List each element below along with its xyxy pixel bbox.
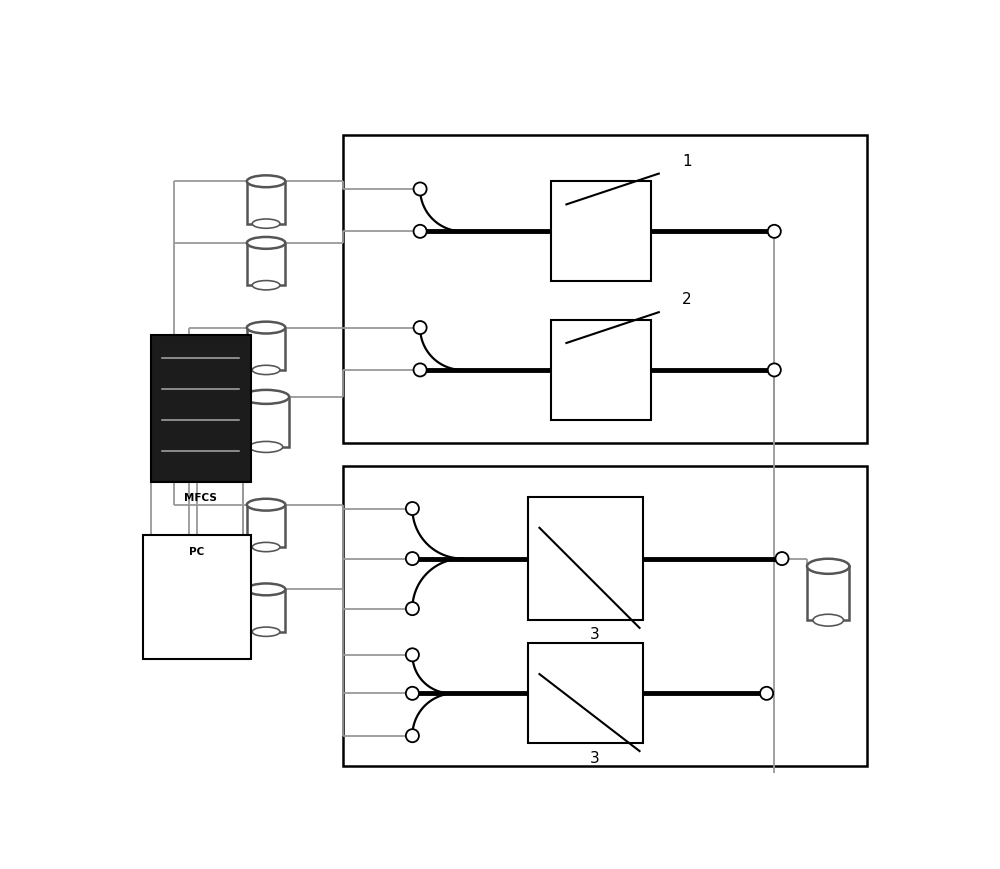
Ellipse shape bbox=[807, 559, 849, 574]
Circle shape bbox=[406, 729, 419, 742]
Ellipse shape bbox=[813, 614, 843, 626]
Ellipse shape bbox=[252, 365, 280, 375]
Bar bbox=[247, 505, 285, 547]
Circle shape bbox=[406, 648, 419, 661]
Bar bbox=[247, 589, 285, 632]
Ellipse shape bbox=[247, 237, 285, 249]
Circle shape bbox=[414, 225, 427, 238]
Circle shape bbox=[414, 321, 427, 334]
Ellipse shape bbox=[247, 322, 285, 334]
Circle shape bbox=[414, 182, 427, 196]
Ellipse shape bbox=[247, 583, 285, 595]
Text: MFCS: MFCS bbox=[184, 493, 217, 503]
Bar bbox=[807, 567, 849, 620]
Ellipse shape bbox=[243, 390, 289, 404]
Circle shape bbox=[768, 225, 781, 238]
Bar bbox=[151, 335, 251, 481]
Bar bbox=[143, 535, 251, 659]
Ellipse shape bbox=[247, 499, 285, 511]
Text: 2: 2 bbox=[682, 293, 692, 308]
Ellipse shape bbox=[252, 281, 280, 290]
Ellipse shape bbox=[249, 441, 283, 453]
Circle shape bbox=[414, 363, 427, 376]
Circle shape bbox=[406, 687, 419, 700]
Bar bbox=[247, 242, 285, 285]
Bar bbox=[528, 497, 643, 620]
Circle shape bbox=[768, 363, 781, 376]
Bar bbox=[247, 328, 285, 370]
Circle shape bbox=[406, 552, 419, 565]
Ellipse shape bbox=[247, 176, 285, 187]
Bar bbox=[528, 643, 643, 743]
Circle shape bbox=[775, 552, 789, 565]
Circle shape bbox=[406, 502, 419, 515]
Text: 1: 1 bbox=[682, 154, 692, 169]
Bar bbox=[551, 320, 651, 420]
Ellipse shape bbox=[252, 219, 280, 229]
Bar bbox=[247, 182, 285, 223]
Circle shape bbox=[760, 687, 773, 700]
Text: 3: 3 bbox=[590, 751, 599, 766]
Ellipse shape bbox=[252, 627, 280, 636]
Bar bbox=[343, 135, 867, 443]
Ellipse shape bbox=[252, 542, 280, 552]
Text: PC: PC bbox=[189, 547, 204, 557]
Circle shape bbox=[406, 602, 419, 615]
Bar bbox=[551, 182, 651, 282]
Bar bbox=[243, 397, 289, 447]
Bar bbox=[343, 466, 867, 766]
Text: 3: 3 bbox=[590, 627, 599, 642]
